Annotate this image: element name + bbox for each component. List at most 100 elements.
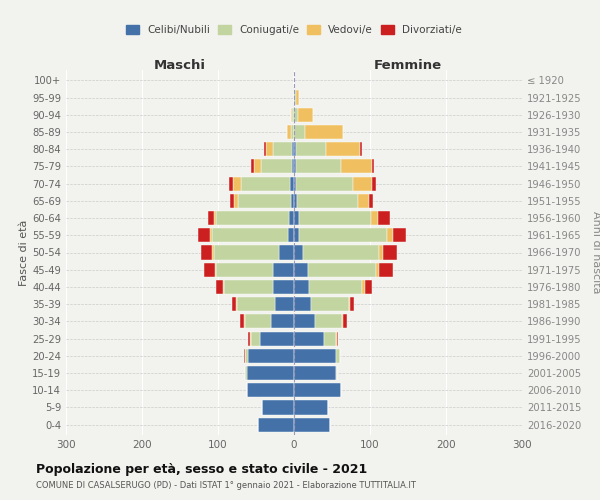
Bar xyxy=(371,160,374,173)
Bar xyxy=(296,90,299,104)
Bar xyxy=(393,228,406,242)
Bar xyxy=(248,348,294,363)
Bar xyxy=(275,297,294,311)
Bar xyxy=(326,142,360,156)
Bar xyxy=(289,211,294,225)
Bar xyxy=(296,142,326,156)
Bar xyxy=(294,246,303,260)
Bar xyxy=(217,280,223,294)
Bar xyxy=(214,211,217,225)
Bar xyxy=(294,400,328,414)
Bar xyxy=(341,160,371,173)
Bar xyxy=(336,366,337,380)
Bar xyxy=(294,228,299,242)
Bar xyxy=(296,176,353,190)
Bar xyxy=(198,228,209,242)
Bar xyxy=(296,160,341,173)
Bar xyxy=(209,228,212,242)
Bar xyxy=(240,314,244,328)
Bar xyxy=(248,332,250,345)
Bar xyxy=(247,383,294,398)
Bar xyxy=(290,176,294,190)
Bar xyxy=(358,194,369,208)
Text: COMUNE DI CASALSERUGO (PD) - Dati ISTAT 1° gennaio 2021 - Elaborazione TUTTITALI: COMUNE DI CASALSERUGO (PD) - Dati ISTAT … xyxy=(36,481,416,490)
Bar xyxy=(294,366,336,380)
Bar xyxy=(372,176,376,190)
Y-axis label: Fasce di età: Fasce di età xyxy=(19,220,29,286)
Bar xyxy=(325,332,336,345)
Bar xyxy=(245,366,247,380)
Text: Popolazione per età, sesso e stato civile - 2021: Popolazione per età, sesso e stato civil… xyxy=(36,462,367,475)
Text: Maschi: Maschi xyxy=(154,58,206,71)
Bar xyxy=(294,297,311,311)
Bar xyxy=(294,383,341,398)
Bar xyxy=(294,176,296,190)
Bar xyxy=(309,280,362,294)
Bar xyxy=(315,314,342,328)
Bar xyxy=(360,142,362,156)
Bar xyxy=(294,314,315,328)
Bar xyxy=(292,160,294,173)
Bar xyxy=(234,194,238,208)
Bar xyxy=(383,246,397,260)
Bar xyxy=(217,211,289,225)
Bar xyxy=(274,262,294,277)
Bar xyxy=(349,297,350,311)
Bar xyxy=(241,176,290,190)
Bar xyxy=(294,108,298,122)
Bar xyxy=(362,280,365,294)
Bar xyxy=(376,262,379,277)
Bar xyxy=(299,228,387,242)
Bar xyxy=(371,211,379,225)
Bar xyxy=(237,297,275,311)
Bar xyxy=(350,297,354,311)
Bar xyxy=(294,125,305,139)
Bar xyxy=(229,176,233,190)
Bar xyxy=(224,280,274,294)
Bar xyxy=(294,262,308,277)
Bar xyxy=(336,332,337,345)
Bar xyxy=(308,262,376,277)
Bar xyxy=(262,160,292,173)
Bar xyxy=(294,211,299,225)
Bar xyxy=(223,280,224,294)
Bar xyxy=(292,142,294,156)
Bar xyxy=(291,125,294,139)
Bar xyxy=(233,176,241,190)
Bar xyxy=(294,280,309,294)
Bar xyxy=(262,400,294,414)
Bar xyxy=(251,160,254,173)
Bar xyxy=(294,418,331,432)
Bar xyxy=(232,297,236,311)
Bar xyxy=(208,211,214,225)
Bar xyxy=(291,108,292,122)
Text: Femmine: Femmine xyxy=(374,58,442,71)
Bar xyxy=(337,332,338,345)
Bar xyxy=(298,108,313,122)
Bar xyxy=(299,211,371,225)
Bar xyxy=(353,176,372,190)
Bar xyxy=(288,228,294,242)
Bar xyxy=(311,297,349,311)
Bar xyxy=(258,418,294,432)
Bar xyxy=(387,228,393,242)
Bar xyxy=(271,314,294,328)
Bar xyxy=(294,90,296,104)
Bar xyxy=(214,246,279,260)
Bar xyxy=(365,280,372,294)
Bar xyxy=(245,314,271,328)
Bar xyxy=(294,194,297,208)
Bar xyxy=(263,142,266,156)
Bar xyxy=(297,194,358,208)
Y-axis label: Anni di nascita: Anni di nascita xyxy=(591,211,600,294)
Bar xyxy=(217,262,274,277)
Bar xyxy=(244,314,245,328)
Bar xyxy=(236,297,237,311)
Bar xyxy=(250,332,251,345)
Bar xyxy=(369,194,373,208)
Bar xyxy=(287,125,291,139)
Bar xyxy=(260,332,294,345)
Bar xyxy=(230,194,234,208)
Bar xyxy=(379,262,393,277)
Bar xyxy=(200,246,212,260)
